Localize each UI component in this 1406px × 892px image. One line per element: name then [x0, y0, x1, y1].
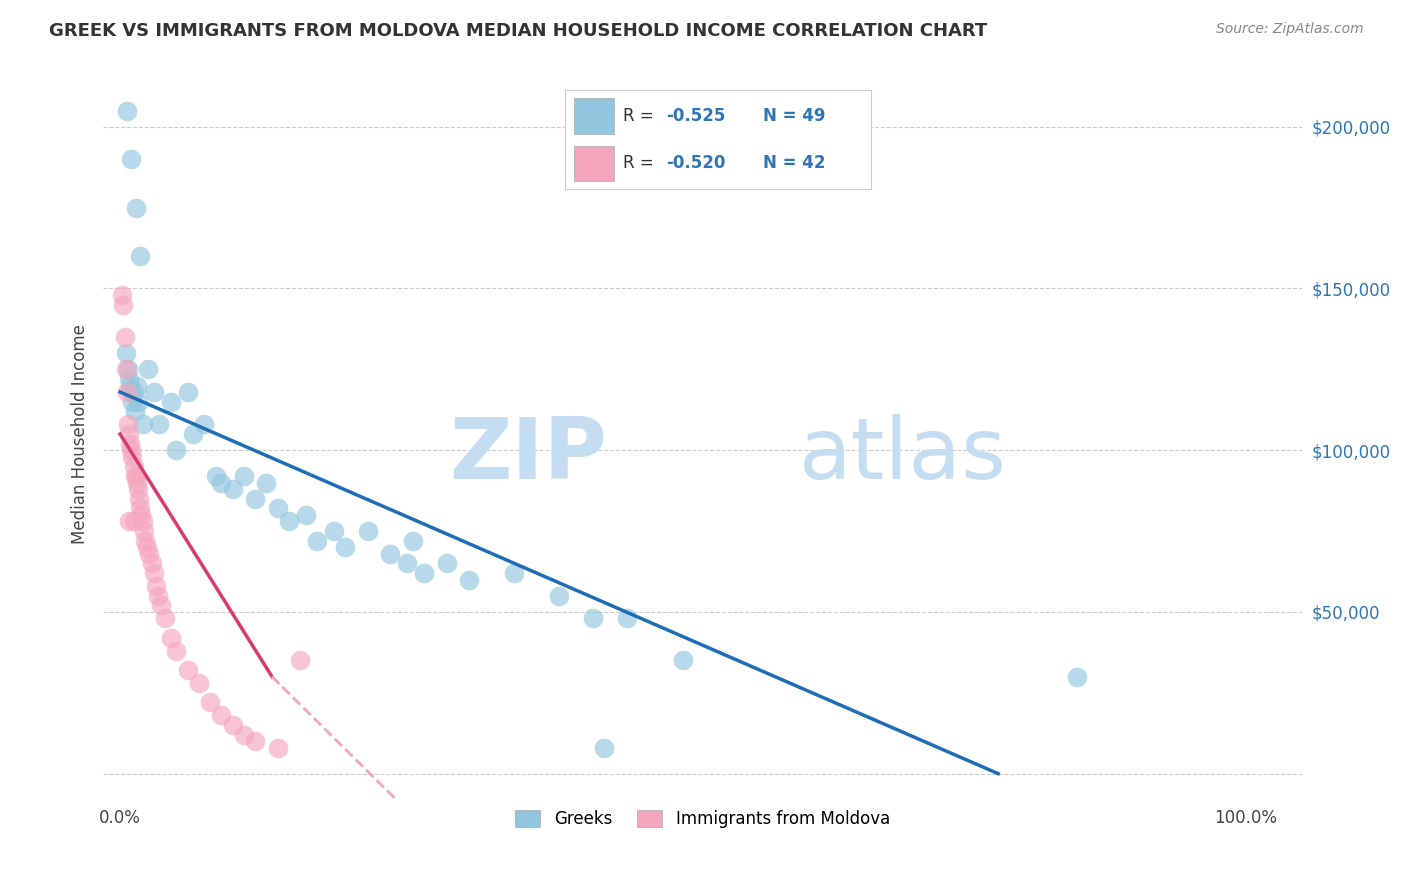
Point	[141, 557, 163, 571]
Point	[120, 152, 142, 166]
Point	[380, 547, 402, 561]
Point	[122, 459, 145, 474]
Point	[221, 482, 243, 496]
Point	[118, 514, 141, 528]
Point	[305, 533, 328, 548]
Point	[1066, 670, 1088, 684]
Point	[122, 514, 145, 528]
Text: ZIP: ZIP	[449, 415, 607, 498]
Point	[120, 384, 142, 399]
Point	[209, 475, 232, 490]
Point	[357, 524, 380, 538]
Point	[125, 201, 148, 215]
Point	[120, 378, 142, 392]
Point	[117, 362, 139, 376]
Point	[118, 372, 141, 386]
Point	[503, 566, 526, 580]
Point	[117, 417, 139, 432]
Y-axis label: Median Household Income: Median Household Income	[72, 324, 89, 544]
Point	[124, 404, 146, 418]
Point	[335, 540, 357, 554]
Point	[148, 589, 170, 603]
Legend: Greeks, Immigrants from Moldova: Greeks, Immigrants from Moldova	[509, 804, 897, 835]
Point	[114, 330, 136, 344]
Point	[131, 508, 153, 522]
Point	[149, 599, 172, 613]
Point	[413, 566, 436, 580]
Point	[266, 740, 288, 755]
Point	[254, 475, 277, 490]
Point	[125, 469, 148, 483]
Point	[112, 298, 135, 312]
Point	[548, 589, 571, 603]
Point	[125, 378, 148, 392]
Point	[127, 482, 149, 496]
Point	[436, 557, 458, 571]
Point	[232, 469, 254, 483]
Point	[132, 524, 155, 538]
Point	[221, 718, 243, 732]
Point	[136, 362, 159, 376]
Point	[159, 394, 181, 409]
Point	[181, 427, 204, 442]
Point	[131, 417, 153, 432]
Point	[118, 427, 141, 442]
Text: atlas: atlas	[799, 415, 1007, 498]
Point	[127, 394, 149, 409]
Point	[120, 436, 142, 450]
Point	[120, 443, 142, 458]
Point	[142, 566, 165, 580]
Point	[593, 740, 616, 755]
Point	[193, 417, 215, 432]
Point	[131, 514, 153, 528]
Point	[115, 384, 138, 399]
Point	[323, 524, 346, 538]
Point	[145, 579, 167, 593]
Point	[266, 501, 288, 516]
Point	[243, 734, 266, 748]
Point	[111, 288, 134, 302]
Point	[396, 557, 419, 571]
Text: Source: ZipAtlas.com: Source: ZipAtlas.com	[1216, 22, 1364, 37]
Point	[122, 384, 145, 399]
Point	[129, 501, 152, 516]
Point	[148, 417, 170, 432]
Point	[121, 450, 143, 464]
Point	[294, 508, 316, 522]
Point	[165, 443, 187, 458]
Point	[187, 676, 209, 690]
Point	[134, 533, 156, 548]
Point	[136, 540, 159, 554]
Point	[176, 663, 198, 677]
Point	[616, 611, 638, 625]
Point	[142, 384, 165, 399]
Point	[582, 611, 605, 625]
Point	[243, 491, 266, 506]
Point	[209, 708, 232, 723]
Point	[672, 653, 695, 667]
Point	[114, 346, 136, 360]
Point	[277, 514, 299, 528]
Point	[124, 469, 146, 483]
Point	[288, 653, 311, 667]
Point	[114, 362, 136, 376]
Point	[125, 475, 148, 490]
Point	[165, 644, 187, 658]
Point	[176, 384, 198, 399]
Point	[402, 533, 425, 548]
Point	[204, 469, 226, 483]
Point	[153, 611, 176, 625]
Point	[121, 394, 143, 409]
Text: GREEK VS IMMIGRANTS FROM MOLDOVA MEDIAN HOUSEHOLD INCOME CORRELATION CHART: GREEK VS IMMIGRANTS FROM MOLDOVA MEDIAN …	[49, 22, 987, 40]
Point	[138, 547, 160, 561]
Point	[458, 573, 481, 587]
Point	[232, 728, 254, 742]
Point	[115, 103, 138, 118]
Point	[198, 696, 221, 710]
Point	[128, 491, 150, 506]
Point	[129, 249, 152, 263]
Point	[159, 631, 181, 645]
